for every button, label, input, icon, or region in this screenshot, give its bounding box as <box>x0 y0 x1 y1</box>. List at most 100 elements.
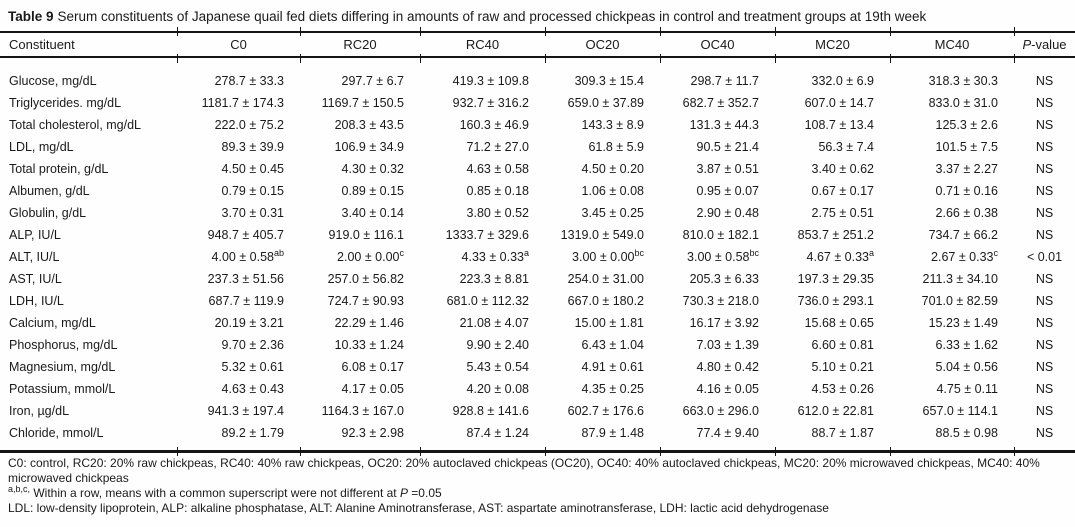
column-divider-tick <box>300 447 301 456</box>
value-cell: 4.80 ± 0.42 <box>696 360 759 374</box>
spacer-cell <box>0 57 177 70</box>
p-value-cell: NS <box>1035 140 1054 154</box>
column-divider-tick <box>420 447 421 456</box>
table-row: Iron, µg/dL 941.3 ± 197.4 1164.3 ± 167.0 92… <box>0 400 1075 422</box>
value-cell: 2.90 ± 0.48 <box>696 206 759 220</box>
column-header: C0 <box>177 32 300 58</box>
column-divider-tick <box>890 447 891 456</box>
spacer-cell <box>775 57 890 70</box>
value-cell: 607.0 ± 14.7 <box>804 96 874 110</box>
table-row: Glucose, mg/dL 278.7 ± 33.3 297.7 ± 6.7 419… <box>0 70 1075 92</box>
value-cell: 92.3 ± 2.98 <box>341 426 404 440</box>
value-cell: 682.7 ± 352.7 <box>682 96 759 110</box>
value-cell: 1164.3 ± 167.0 <box>321 404 404 418</box>
value-cell: 667.0 ± 180.2 <box>567 294 644 308</box>
value-cell: 71.2 ± 27.0 <box>466 140 529 154</box>
constituent-cell: Albumen, g/dL <box>9 184 90 198</box>
value-cell: 4.91 ± 0.61 <box>581 360 644 374</box>
column-divider-tick <box>545 27 546 36</box>
column-divider-tick <box>177 27 178 36</box>
value-cell: 853.7 ± 251.2 <box>797 228 874 242</box>
value-cell: 9.90 ± 2.40 <box>466 338 529 352</box>
value-cell: 5.32 ± 0.61 <box>221 360 284 374</box>
value-cell: 4.35 ± 0.25 <box>581 382 644 396</box>
column-divider-tick <box>1014 447 1015 456</box>
value-cell: 15.23 ± 1.49 <box>928 316 998 330</box>
value-cell: 4.63 ± 0.43 <box>221 382 284 396</box>
value-cell: 4.75 ± 0.11 <box>936 382 998 396</box>
value-cell: 4.67 ± 0.33a <box>806 247 874 264</box>
p-value-cell: NS <box>1035 404 1054 418</box>
table-caption: Table 9 Serum constituents of Japanese qu… <box>0 0 1075 25</box>
spacer-cell <box>890 444 1014 452</box>
value-cell: 298.7 ± 11.7 <box>690 74 760 88</box>
value-cell: 15.00 ± 1.81 <box>574 316 644 330</box>
value-cell: 5.04 ± 0.56 <box>935 360 998 374</box>
table-row: Total cholesterol, mg/dL 222.0 ± 75.2 208.… <box>0 114 1075 136</box>
value-cell: 309.3 ± 15.4 <box>574 74 644 88</box>
table-row: ALT, IU/L 4.00 ± 0.58ab 2.00 ± 0.00c 4.33 ±… <box>0 246 1075 268</box>
p-value-cell: NS <box>1035 316 1054 330</box>
value-cell: 4.16 ± 0.05 <box>696 382 759 396</box>
value-cell: 687.7 ± 119.9 <box>208 294 284 308</box>
value-cell: 681.0 ± 112.32 <box>446 294 529 308</box>
value-cell: 0.95 ± 0.07 <box>696 184 759 198</box>
value-cell: 612.0 ± 22.81 <box>797 404 874 418</box>
value-cell: 3.37 ± 2.27 <box>935 162 998 176</box>
constituent-cell: Phosphorus, mg/dL <box>9 338 118 352</box>
value-cell: 278.7 ± 33.3 <box>214 74 284 88</box>
p-value-cell: NS <box>1035 382 1054 396</box>
table-row: Calcium, mg/dL 20.19 ± 3.21 22.29 ± 1.46 21… <box>0 312 1075 334</box>
spacer-cell <box>545 57 660 70</box>
table-row: ALP, IU/L 948.7 ± 405.7 919.0 ± 116.1 1333.… <box>0 224 1075 246</box>
column-divider-tick <box>545 54 546 63</box>
column-divider-tick <box>420 54 421 63</box>
value-cell: 237.3 ± 51.56 <box>207 272 284 286</box>
value-cell: 4.30 ± 0.32 <box>341 162 404 176</box>
value-cell: 1.06 ± 0.08 <box>581 184 644 198</box>
value-cell: 77.4 ± 9.40 <box>696 426 759 440</box>
value-cell: 88.5 ± 0.98 <box>935 426 998 440</box>
constituent-cell: ALT, IU/L <box>9 250 60 264</box>
value-cell: 3.00 ± 0.00bc <box>572 247 644 264</box>
constituent-cell: LDH, IU/L <box>9 294 64 308</box>
value-cell: 948.7 ± 405.7 <box>207 228 284 242</box>
value-cell: 211.3 ± 34.10 <box>922 272 998 286</box>
value-cell: 131.3 ± 44.3 <box>689 118 759 132</box>
value-cell: 21.08 ± 4.07 <box>459 316 529 330</box>
column-divider-tick <box>300 54 301 63</box>
spacer-cell <box>300 444 420 452</box>
spacer-cell <box>177 57 300 70</box>
value-cell: 1319.0 ± 549.0 <box>560 228 644 242</box>
spacer-cell <box>420 444 545 452</box>
column-divider-tick <box>660 54 661 63</box>
value-cell: 4.33 ± 0.33a <box>461 247 529 264</box>
p-value-cell: NS <box>1035 360 1054 374</box>
column-divider-tick <box>775 54 776 63</box>
value-cell: 3.87 ± 0.51 <box>696 162 759 176</box>
value-cell: 5.10 ± 0.21 <box>811 360 874 374</box>
table-row: Magnesium, mg/dL 5.32 ± 0.61 6.08 ± 0.17 5.… <box>0 356 1075 378</box>
footnote-line: LDL: low-density lipoprotein, ALP: alkal… <box>8 501 829 515</box>
spacer-cell <box>660 57 775 70</box>
value-cell: 297.7 ± 6.7 <box>341 74 404 88</box>
value-cell: 0.85 ± 0.18 <box>466 184 529 198</box>
constituent-cell: Magnesium, mg/dL <box>9 360 116 374</box>
value-cell: 2.75 ± 0.51 <box>811 206 874 220</box>
constituent-cell: Total cholesterol, mg/dL <box>9 118 142 132</box>
table-row: Globulin, g/dL 3.70 ± 0.31 3.40 ± 0.14 3.80… <box>0 202 1075 224</box>
value-cell: 318.3 ± 30.3 <box>928 74 998 88</box>
constituent-cell: Globulin, g/dL <box>9 206 87 220</box>
bottom-gap-row <box>0 444 1075 452</box>
table-body: Glucose, mg/dL 278.7 ± 33.3 297.7 ± 6.7 419… <box>0 57 1075 452</box>
value-cell: 143.3 ± 8.9 <box>581 118 644 132</box>
spacer-cell <box>660 444 775 452</box>
spacer-cell <box>300 57 420 70</box>
value-cell: 1181.7 ± 174.3 <box>201 96 284 110</box>
spacer-cell <box>1014 444 1075 452</box>
spacer-cell <box>177 444 300 452</box>
value-cell: 734.7 ± 66.2 <box>928 228 998 242</box>
value-cell: 15.68 ± 0.65 <box>804 316 874 330</box>
value-cell: 4.50 ± 0.45 <box>221 162 284 176</box>
column-header: MC20 <box>775 32 890 58</box>
